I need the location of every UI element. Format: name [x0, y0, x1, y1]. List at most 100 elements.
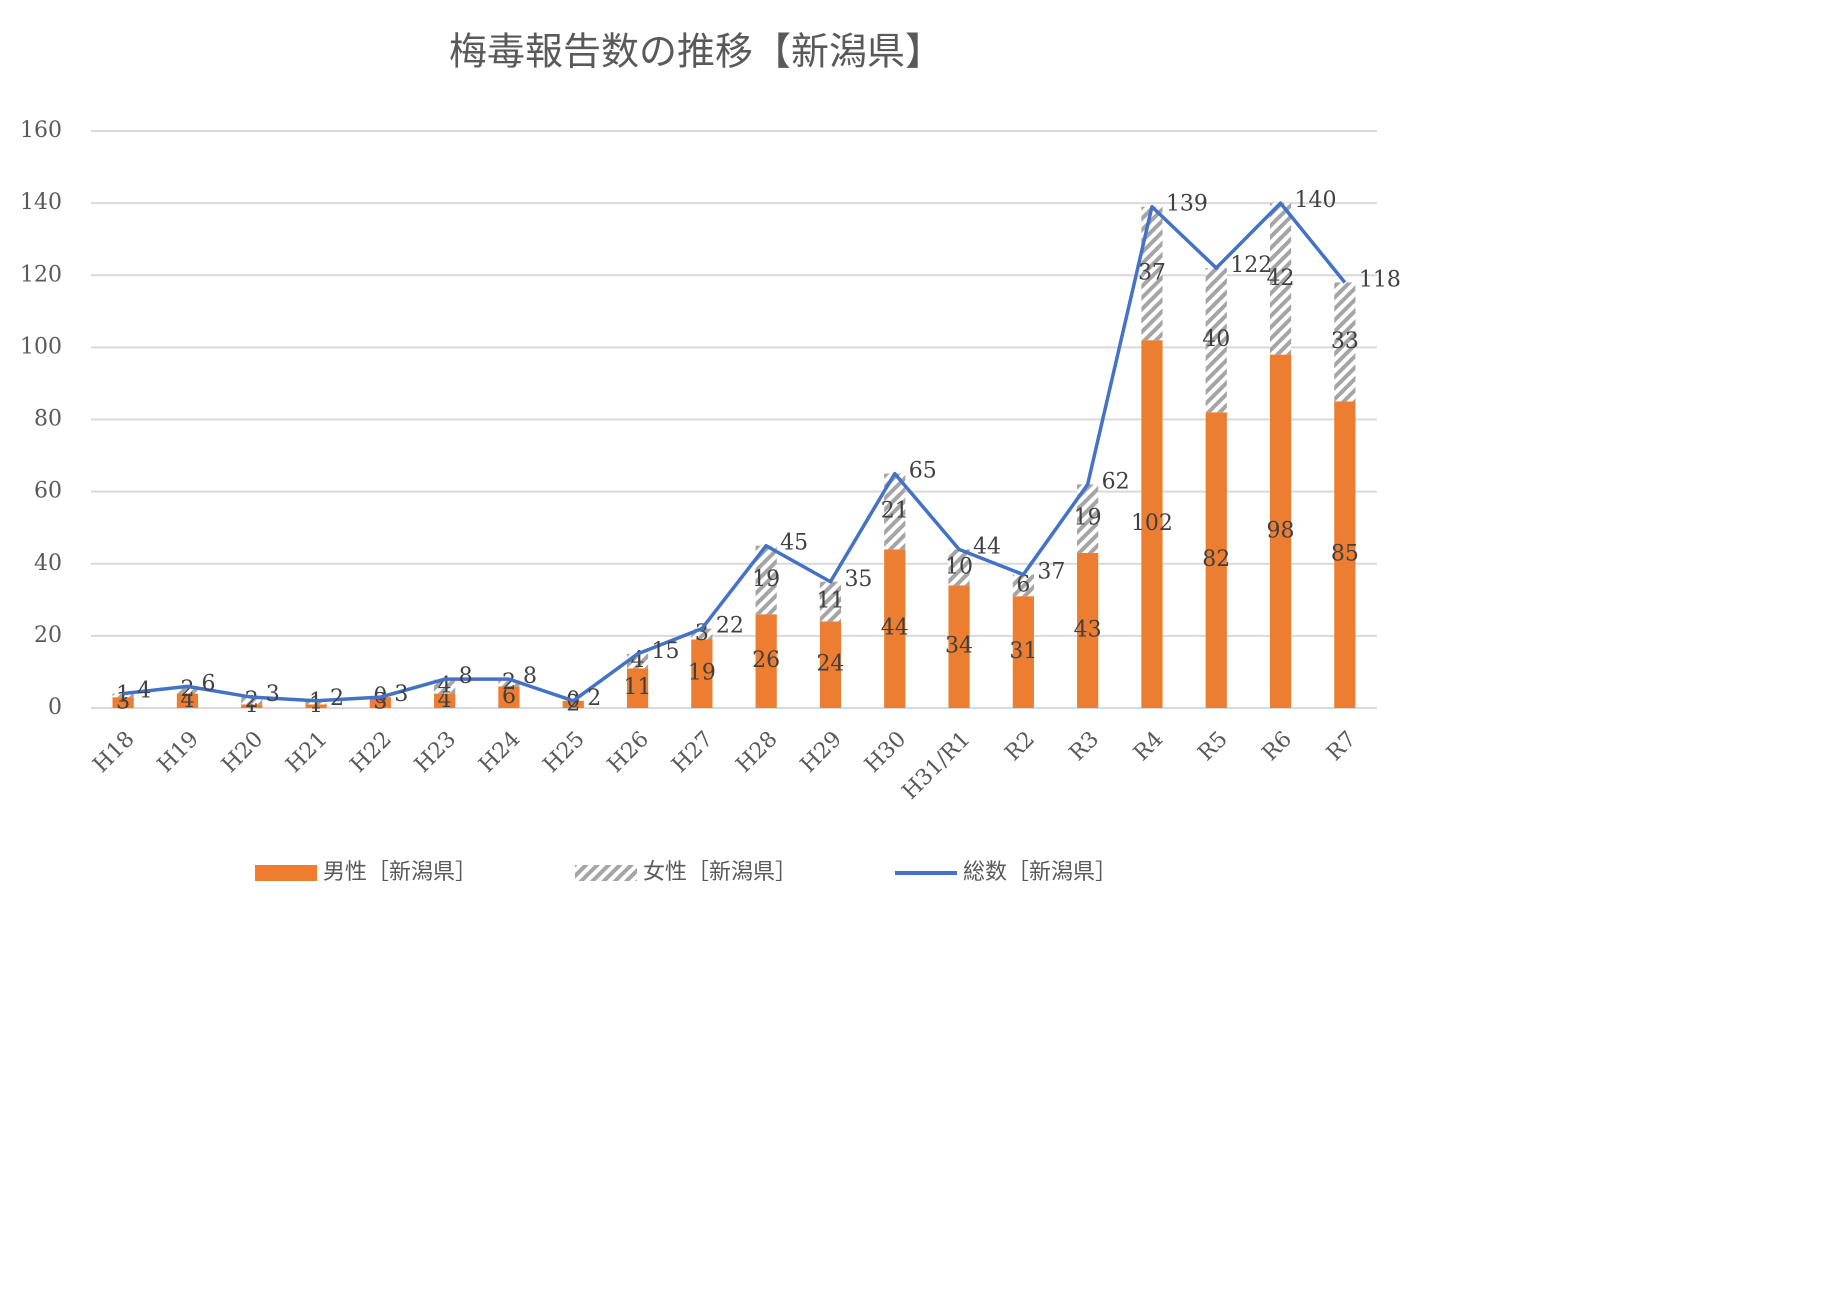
- bar-segment: [369, 697, 391, 708]
- chart-title: 梅毒報告数の推移【新潟県】: [449, 30, 943, 74]
- bar-segment: [176, 686, 199, 694]
- data-label: 11: [816, 589, 844, 614]
- data-label: 4: [137, 679, 151, 704]
- x-tick-label: R5: [1193, 727, 1232, 766]
- bar-segment: [1269, 354, 1292, 708]
- bar-segment: [241, 697, 263, 705]
- data-label: 65: [909, 459, 937, 484]
- data-label: 22: [716, 614, 744, 639]
- x-tick-label: H22: [346, 727, 397, 778]
- bar-segment: [1269, 203, 1292, 355]
- bar-segment: [241, 704, 263, 708]
- data-label: 33: [1331, 329, 1359, 354]
- data-label: 15: [652, 639, 680, 664]
- legend-label: 男性［新潟県］: [323, 860, 477, 885]
- bar-segment: [691, 628, 713, 640]
- x-tick-label: H19: [153, 727, 204, 778]
- bar-segment: [819, 621, 842, 708]
- data-label: 26: [752, 648, 780, 673]
- bar-segment: [819, 581, 842, 622]
- x-tick-label: H25: [539, 727, 590, 778]
- data-label: 35: [844, 567, 872, 592]
- data-label: 8: [459, 664, 473, 689]
- y-tick-label: 160: [20, 118, 62, 143]
- data-label: 44: [973, 534, 1001, 559]
- x-tick-label: H23: [410, 727, 461, 778]
- bar-segment: [434, 679, 456, 694]
- data-label: 6: [1016, 572, 1030, 597]
- data-label: 40: [1202, 327, 1230, 352]
- bar-segment: [498, 686, 520, 708]
- data-label: 139: [1166, 192, 1208, 217]
- y-tick-label: 80: [34, 407, 62, 432]
- data-label: 19: [1074, 506, 1102, 531]
- data-label: 2: [587, 686, 601, 711]
- data-label: 62: [1102, 469, 1130, 494]
- x-tick-label: H18: [89, 727, 140, 778]
- bar-segment: [112, 693, 134, 698]
- data-label: 2: [245, 688, 259, 713]
- bar-segment: [562, 700, 584, 708]
- data-label: 10: [945, 554, 973, 579]
- legend-swatch: [255, 865, 317, 881]
- x-tick-label: R7: [1322, 727, 1361, 766]
- x-tick-label: R6: [1258, 727, 1297, 766]
- legend-swatch: [575, 865, 637, 881]
- y-tick-label: 140: [20, 190, 62, 215]
- x-tick-label: H29: [796, 727, 847, 778]
- bar-segment: [112, 697, 134, 708]
- data-label: 44: [881, 616, 909, 641]
- x-tick-label: H30: [860, 727, 911, 778]
- data-label: 45: [780, 531, 808, 556]
- data-label: 2: [502, 670, 516, 695]
- x-tick-label: H28: [732, 727, 783, 778]
- bar-segment: [176, 693, 199, 708]
- data-label: 102: [1131, 511, 1173, 536]
- data-label: 6: [502, 684, 516, 709]
- y-tick-label: 40: [34, 551, 62, 576]
- data-label: 42: [1267, 266, 1295, 291]
- data-label: 98: [1267, 518, 1295, 543]
- y-tick-label: 100: [20, 334, 62, 359]
- bar-segment: [1077, 552, 1099, 708]
- data-label: 37: [1037, 560, 1065, 585]
- bar-segment: [1205, 268, 1227, 413]
- data-label: 43: [1074, 617, 1102, 642]
- data-label: 3: [266, 682, 280, 707]
- data-label: 4: [438, 673, 452, 698]
- bar-segment: [1334, 282, 1356, 402]
- bar-segment: [1012, 574, 1034, 597]
- bar-segment: [948, 585, 970, 708]
- data-label: 21: [881, 498, 909, 523]
- bar-segment: [1334, 401, 1356, 708]
- bar-segment: [948, 549, 970, 586]
- x-tick-label: H24: [474, 727, 525, 778]
- x-tick-label: H27: [667, 727, 718, 778]
- bar-segment: [305, 700, 327, 705]
- data-label: 85: [1331, 542, 1359, 567]
- data-label: 3: [394, 682, 408, 707]
- bar-segment: [434, 693, 456, 708]
- bar-segment: [498, 679, 520, 687]
- x-tick-label: R4: [1129, 727, 1168, 766]
- data-label: 2: [180, 677, 194, 702]
- x-tick-label: H26: [603, 727, 654, 778]
- data-label: 3: [695, 621, 709, 646]
- data-label: 31: [1009, 639, 1037, 664]
- data-label: 37: [1138, 260, 1166, 285]
- legend-label: 総数［新潟県］: [963, 860, 1117, 885]
- legend-label: 女性［新潟県］: [643, 860, 797, 885]
- data-label: 6: [201, 671, 215, 696]
- data-label: 19: [752, 567, 780, 592]
- y-tick-label: 60: [34, 479, 62, 504]
- data-label: 24: [816, 652, 844, 677]
- bar-segment: [1205, 412, 1227, 708]
- x-tick-label: H21: [281, 727, 332, 778]
- bar-segment: [755, 545, 777, 615]
- x-tick-label: R3: [1065, 727, 1104, 766]
- x-tick-label: H20: [217, 727, 268, 778]
- y-tick-label: 0: [48, 695, 62, 720]
- x-tick-label: R2: [1001, 727, 1040, 766]
- bar-segment: [1077, 484, 1099, 553]
